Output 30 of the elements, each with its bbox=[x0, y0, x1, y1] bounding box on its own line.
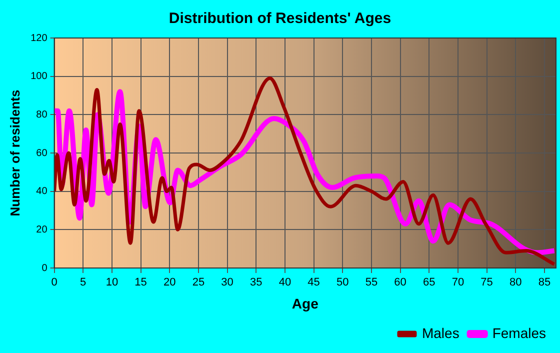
x-tick-label: 25 bbox=[192, 276, 205, 289]
x-tick-label: 5 bbox=[80, 276, 86, 289]
y-tick-label: 40 bbox=[36, 186, 48, 198]
x-tick-label: 20 bbox=[163, 276, 176, 289]
x-tick-label: 30 bbox=[221, 276, 234, 289]
legend-label: Males bbox=[422, 324, 460, 341]
x-tick-label: 80 bbox=[510, 276, 522, 289]
chart-title: Distribution of Residents' Ages bbox=[168, 10, 392, 28]
x-tick-label: 15 bbox=[134, 276, 147, 289]
x-tick-label: 10 bbox=[106, 276, 118, 289]
y-tick-label: 0 bbox=[42, 262, 48, 274]
x-tick-label: 35 bbox=[250, 276, 262, 289]
y-tick-label: 120 bbox=[30, 32, 48, 44]
x-tick-label: 60 bbox=[394, 276, 406, 289]
x-tick-label: 85 bbox=[538, 276, 551, 289]
x-tick-label: 45 bbox=[308, 276, 320, 289]
x-tick-label: 70 bbox=[452, 276, 464, 289]
x-tick-label: 50 bbox=[336, 276, 349, 289]
x-tick-label: 40 bbox=[278, 276, 292, 289]
legend-label: Females bbox=[492, 324, 546, 341]
y-tick-label: 20 bbox=[36, 224, 48, 236]
y-tick-label: 60 bbox=[36, 148, 48, 159]
y-tick-label: 100 bbox=[30, 71, 48, 82]
x-tick-label: 75 bbox=[480, 276, 493, 289]
x-tick-label: 55 bbox=[365, 276, 378, 289]
x-tick-label: 65 bbox=[423, 276, 436, 289]
x-axis-title: Age bbox=[292, 295, 319, 312]
y-axis-title: Number of residents bbox=[7, 90, 22, 216]
y-tick-label: 80 bbox=[36, 109, 48, 120]
x-tick-label: 0 bbox=[51, 276, 58, 289]
